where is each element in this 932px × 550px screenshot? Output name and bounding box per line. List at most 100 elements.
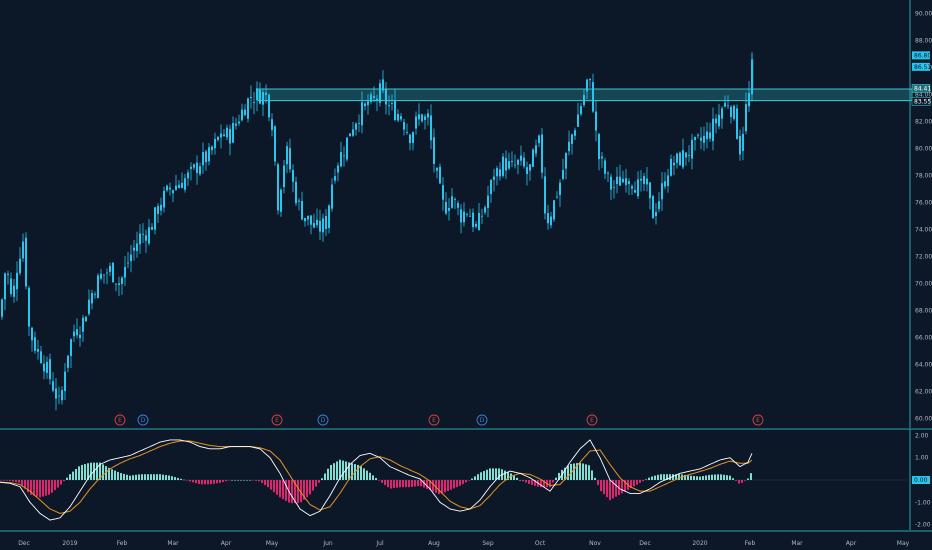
candle-body [535, 145, 537, 154]
candle-body [724, 102, 726, 107]
macd-tick-label: -1.00 [915, 499, 931, 506]
candle-body [319, 220, 321, 232]
candle [601, 151, 603, 168]
candle [436, 166, 438, 179]
macd-histogram-bar [738, 480, 740, 484]
macd-histogram-bar [123, 473, 125, 480]
macd-histogram-bar [357, 464, 359, 480]
macd-histogram-bar [204, 480, 206, 485]
candle-body [562, 170, 564, 179]
earnings-marker[interactable]: E [586, 414, 598, 426]
price-tick-label: 62.00 [915, 389, 932, 396]
candle [454, 197, 456, 209]
macd-tick-label: 1.00 [915, 455, 929, 462]
macd-histogram-bar [477, 474, 479, 480]
macd-histogram-bar [708, 474, 710, 480]
macd-histogram-bar [630, 480, 632, 489]
earnings-marker[interactable]: E [752, 414, 764, 426]
candle-body [616, 176, 618, 185]
macd-histogram-bar [663, 474, 665, 480]
candle-body [598, 134, 600, 160]
macd-histogram-bar [582, 463, 584, 480]
time-axis[interactable]: Dec 2019 Feb Mar Apr May Jun Jul Aug Sep Oct Nov Dec… [18, 540, 909, 547]
macd-histogram-bar [576, 463, 578, 480]
macd-histogram-bar [579, 462, 581, 480]
candle [496, 165, 498, 186]
macd-histogram-bar [153, 474, 155, 480]
macd-histogram-bar [522, 480, 524, 482]
candle-body [64, 371, 66, 391]
macd-axis[interactable]: 2.001.000.00-1.00-2.00 0.00 [909, 429, 931, 530]
earnings-marker[interactable]: E [114, 414, 126, 426]
macd-histogram-bar [696, 476, 698, 480]
candle-body [115, 283, 117, 285]
candle-body [325, 215, 327, 230]
candle [421, 113, 423, 123]
candle-body [274, 126, 276, 162]
candle [184, 174, 186, 193]
event-marker-label: E [118, 417, 122, 424]
macd-histogram-bar [264, 480, 266, 486]
candle [304, 217, 306, 227]
dividend-marker[interactable]: D [317, 414, 329, 426]
candle [361, 91, 363, 134]
macd-histogram-bar [258, 480, 260, 482]
candle [49, 353, 51, 385]
candle-body [376, 98, 378, 101]
macd-histogram-bar [423, 480, 425, 488]
macd-histogram-bar [453, 480, 455, 489]
price-axis[interactable]: 90.0088.0086.0084.0082.0080.0078.0076.00… [909, 0, 932, 428]
macd-histogram-bar [744, 480, 746, 481]
macd-histogram-bar [51, 480, 53, 493]
candle-body [250, 97, 252, 99]
macd-histogram-bar [516, 477, 518, 480]
macd-histogram-bar [666, 474, 668, 480]
price-tick-label: 70.00 [915, 281, 932, 288]
candle-body [316, 219, 318, 226]
candle [280, 188, 282, 217]
price-pane[interactable] [1, 52, 913, 411]
macd-histogram-bar [165, 475, 167, 480]
candle-body [622, 178, 624, 183]
candle-body [619, 176, 621, 186]
candle-body [583, 94, 585, 105]
earnings-marker[interactable]: E [271, 414, 283, 426]
macd-histogram-bar [282, 480, 284, 500]
candle [394, 88, 396, 122]
macd-histogram-bar [120, 473, 122, 480]
macd-histogram-bar [114, 470, 116, 480]
macd-histogram-bar [126, 474, 128, 480]
dividend-marker[interactable]: D [476, 414, 488, 426]
price-tick-label: 68.00 [915, 308, 932, 315]
candle-body [205, 151, 207, 163]
macd-histogram-bar [363, 468, 365, 480]
candle-body [709, 132, 711, 139]
candle [445, 192, 447, 216]
event-marker-label: E [275, 417, 279, 424]
macd-histogram-bar [303, 480, 305, 500]
candle [85, 315, 87, 322]
candle [595, 99, 597, 142]
candle [214, 132, 216, 155]
candle [172, 189, 174, 203]
macd-histogram-bar [33, 480, 35, 496]
candle [688, 145, 690, 163]
event-marker-circle [137, 414, 149, 426]
candle-body [103, 274, 105, 276]
macd-histogram-bar [219, 480, 221, 483]
candle-body [694, 136, 696, 141]
candle-body [565, 152, 567, 169]
macd-histogram-bar [408, 480, 410, 488]
macd-pane[interactable] [0, 439, 908, 521]
candle [151, 223, 153, 231]
candle-body [424, 116, 426, 120]
dividend-marker[interactable]: D [137, 414, 149, 426]
earnings-marker[interactable]: E [428, 414, 440, 426]
candle-body [442, 185, 444, 200]
candle-body [178, 184, 180, 189]
candle [58, 386, 60, 405]
candle [166, 184, 168, 193]
candle-body [172, 190, 174, 194]
candle [634, 181, 636, 193]
